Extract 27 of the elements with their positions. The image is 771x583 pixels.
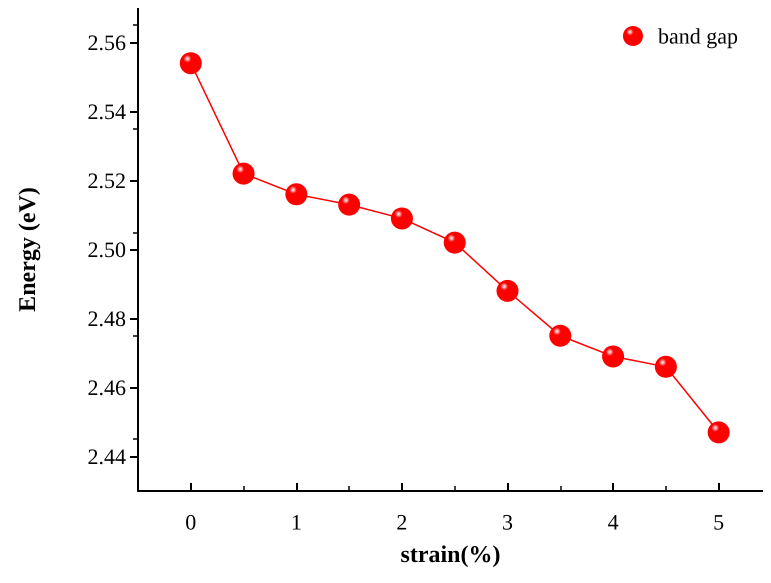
- y-tick-label: 2.50: [88, 237, 126, 262]
- x-tick-label: 4: [608, 510, 619, 534]
- point: [549, 324, 572, 347]
- point: [444, 232, 466, 254]
- point: [180, 52, 202, 74]
- point: [285, 183, 308, 206]
- y-tick-label: 2.52: [88, 168, 126, 193]
- point: [232, 162, 255, 185]
- legend-label: band gap: [658, 24, 738, 48]
- x-tick-label: 0: [185, 510, 196, 534]
- y-tick-label: 2.56: [88, 30, 126, 55]
- x-tick-label: 3: [502, 510, 514, 534]
- x-tick-label: 2: [396, 510, 408, 534]
- y-tick-label: 2.44: [88, 444, 126, 469]
- point: [708, 421, 730, 444]
- point: [496, 280, 519, 302]
- y-tick-label: 2.46: [88, 375, 126, 400]
- point: [390, 207, 413, 230]
- x-tick-label: 5: [713, 510, 724, 534]
- point: [338, 194, 360, 216]
- y-axis-title: Energy (eV): [15, 187, 41, 312]
- x-axis-title: strain(%): [400, 542, 500, 568]
- x-tick-label: 1: [290, 510, 302, 534]
- point: [654, 356, 677, 378]
- point: [602, 345, 624, 368]
- y-tick-label: 2.54: [88, 99, 126, 124]
- y-tick-label: 2.48: [88, 306, 126, 331]
